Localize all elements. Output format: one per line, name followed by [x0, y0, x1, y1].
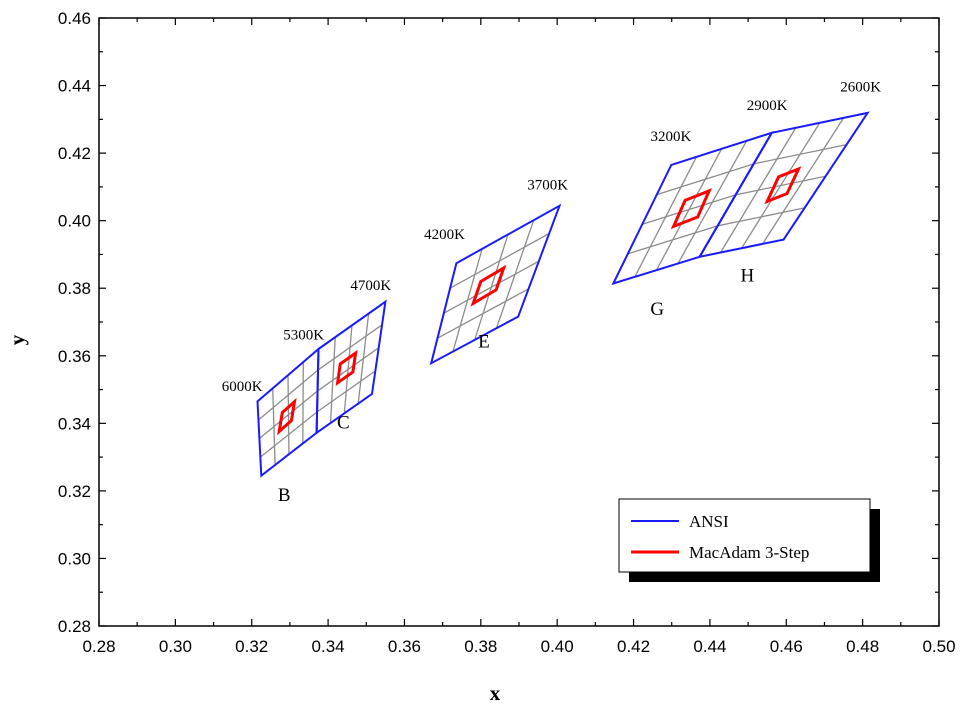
x-tick-label: 0.48 — [846, 637, 879, 656]
annotations: B C E G H 6000K 5300K 4700K 4200K 3700K 3200K 2900K… — [222, 80, 882, 506]
bin-grid-line — [443, 260, 540, 314]
bin-grid-line — [317, 347, 380, 392]
cct-label-2600k: 2600K — [840, 80, 881, 96]
macadam-step-e — [470, 264, 507, 307]
cct-label-4200k: 4200K — [424, 227, 465, 243]
bin-c — [315, 299, 387, 435]
y-tick-label: 0.34 — [58, 414, 91, 433]
y-axis-title: y — [5, 334, 29, 345]
axis-ticks: 0.28 0.30 0.32 0.34 0.36 0.38 0.40 0.42 0.44 0.46… — [58, 9, 956, 656]
x-tick-label: 0.36 — [388, 637, 421, 656]
bin-label-c: C — [337, 412, 350, 433]
macadam-step-c — [335, 349, 358, 387]
y-tick-label: 0.30 — [58, 549, 91, 568]
legend: ANSI MacAdam 3-Step — [618, 498, 880, 582]
cct-label-2900k: 2900K — [747, 98, 788, 114]
x-tick-label: 0.40 — [541, 637, 574, 656]
bin-b — [256, 346, 320, 478]
bin-e — [429, 203, 562, 366]
y-tick-label: 0.36 — [58, 347, 91, 366]
y-tick-label: 0.28 — [58, 617, 91, 636]
cct-label-4700k: 4700K — [350, 278, 391, 294]
ansi-boundary-e — [429, 203, 562, 366]
y-tick-label: 0.42 — [58, 144, 91, 163]
ansi-bins — [256, 111, 870, 478]
bin-grid-line — [717, 207, 805, 227]
bin-label-h: H — [740, 265, 754, 286]
cct-label-6000k: 6000K — [222, 379, 263, 395]
y-tick-label: 0.44 — [58, 77, 91, 96]
x-axis-title: x — [490, 681, 501, 705]
ansi-boundary-h — [697, 111, 870, 259]
bin-grid-line — [437, 288, 529, 339]
x-tick-label: 0.32 — [235, 637, 268, 656]
bin-grid-line — [316, 370, 376, 413]
bin-grid-line — [762, 117, 845, 245]
bin-grid-line — [258, 390, 319, 440]
x-tick-label: 0.44 — [693, 637, 726, 656]
bin-grid-line — [642, 194, 736, 225]
macadam-step-h — [764, 166, 802, 205]
bin-grid-line — [627, 225, 718, 255]
ansi-boundary-c — [315, 299, 387, 435]
y-tick-label: 0.38 — [58, 279, 91, 298]
bin-grid-line — [735, 175, 826, 196]
bin-label-b: B — [278, 485, 291, 506]
bin-grid-line — [357, 313, 370, 404]
cct-label-5300k: 5300K — [283, 328, 324, 344]
bin-label-g: G — [650, 299, 664, 320]
x-tick-label: 0.42 — [617, 637, 650, 656]
x-tick-label: 0.34 — [312, 637, 345, 656]
bin-label-e: E — [478, 331, 490, 352]
bin-grid-line — [495, 219, 535, 329]
y-tick-label: 0.32 — [58, 482, 91, 501]
cct-label-3200k: 3200K — [651, 129, 692, 145]
macadam-step-b — [277, 397, 297, 436]
bin-h — [697, 111, 870, 259]
x-tick-label: 0.46 — [770, 637, 803, 656]
x-tick-label: 0.30 — [159, 637, 192, 656]
y-tick-label: 0.46 — [58, 9, 91, 28]
x-tick-label: 0.28 — [82, 637, 115, 656]
x-tick-label: 0.50 — [922, 637, 955, 656]
bin-grid-line — [259, 411, 318, 458]
macadam-step-g — [670, 188, 712, 230]
legend-label-ansi: ANSI — [689, 512, 729, 531]
y-tick-label: 0.40 — [58, 212, 91, 231]
bin-grid-line — [677, 140, 748, 264]
cct-label-3700k: 3700K — [527, 178, 568, 194]
legend-label-macadam: MacAdam 3-Step — [689, 543, 809, 562]
x-tick-label: 0.38 — [464, 637, 497, 656]
legend-box — [618, 498, 871, 573]
